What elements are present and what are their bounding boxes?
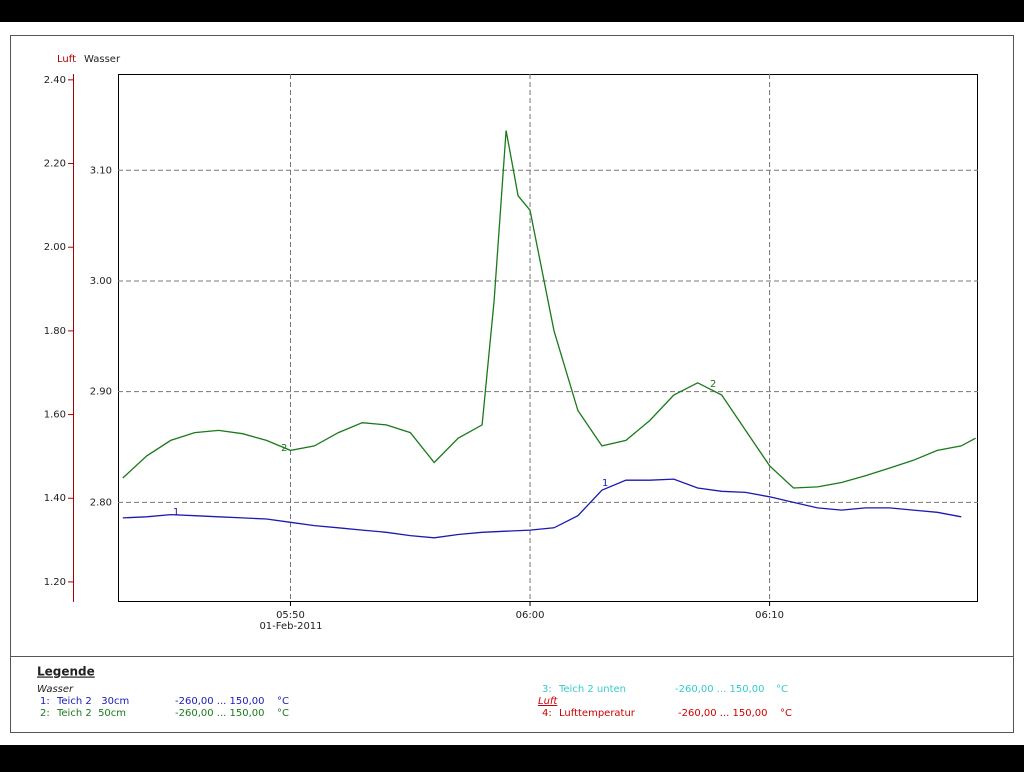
series-line [122, 478, 962, 539]
legend-range: -260,00 ... 150,00 [678, 708, 767, 719]
plot-area [118, 74, 978, 602]
x-tick-label: 06:00 [516, 610, 545, 621]
y-axis-title: Wasser [84, 54, 121, 65]
legend-number: 1: [40, 696, 50, 707]
legend-number: 4: [542, 708, 552, 719]
curve-label: 1 [602, 478, 608, 489]
x-tick-label: 05:50 [276, 610, 305, 621]
y2-tick-label: 1.80 [44, 326, 66, 337]
x-tick-label: 06:10 [755, 610, 784, 621]
y2-tick-label: 2.40 [44, 75, 66, 86]
legend-number: 3: [542, 684, 552, 695]
curve-label: 2 [710, 379, 716, 390]
legend-range: -260,00 ... 150,00 [675, 684, 764, 695]
legend-name: Teich 2 30cm [56, 696, 129, 707]
legend-unit: °C [277, 696, 289, 707]
y2-axis-title: Luft [57, 54, 76, 65]
y-tick-label: 2.80 [90, 497, 112, 508]
y2-tick-label: 1.60 [44, 410, 66, 421]
legend-group: Luft [538, 696, 558, 707]
page [0, 22, 1024, 745]
legend-unit: °C [780, 708, 792, 719]
legend-name: Teich 2 unten [558, 684, 626, 695]
y2-tick-label: 1.20 [44, 577, 66, 588]
curve-label: 1 [173, 507, 179, 518]
legend-unit: °C [277, 708, 289, 719]
legend-name: Teich 2 50cm [56, 708, 126, 719]
legend-name: Lufttemperatur [559, 708, 636, 719]
legend-group: Wasser [37, 684, 74, 695]
y-tick-label: 2.90 [90, 387, 112, 398]
series-line [122, 130, 976, 489]
legend-number: 2: [40, 708, 50, 719]
curve-label: 2 [281, 443, 287, 454]
y-tick-label: 3.00 [90, 276, 112, 287]
legend-range: -260,00 ... 150,00 [175, 696, 264, 707]
y-tick-label: 3.10 [90, 165, 112, 176]
frame [10, 35, 1014, 733]
legend-title: Legende [37, 665, 95, 679]
y2-tick-label: 2.00 [44, 242, 66, 253]
legend-unit: °C [776, 684, 788, 695]
x-axis-title: 01-Feb-2011 [259, 621, 322, 632]
y2-tick-label: 1.40 [44, 493, 66, 504]
y2-tick-label: 2.20 [44, 159, 66, 170]
legend-range: -260,00 ... 150,00 [175, 708, 264, 719]
